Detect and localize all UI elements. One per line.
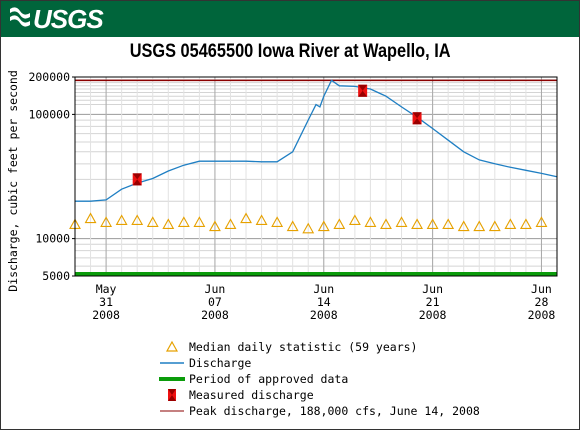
y-axis-label: Discharge, cubic feet per second bbox=[6, 70, 20, 292]
measured-marker-top bbox=[358, 84, 368, 91]
legend-label: Measured discharge bbox=[189, 388, 314, 402]
legend-label: Discharge bbox=[189, 356, 252, 370]
measured-marker-bottom bbox=[412, 118, 422, 125]
measured-marker-top bbox=[132, 173, 142, 180]
measured-marker-top bbox=[412, 112, 422, 119]
median-marker bbox=[519, 218, 532, 230]
discharge-series bbox=[75, 79, 558, 202]
x-tick-label: 2008 bbox=[201, 308, 229, 322]
triangle-open-icon bbox=[165, 340, 179, 352]
red-bowtie-icon bbox=[168, 389, 176, 401]
median-marker bbox=[426, 218, 439, 230]
median-marker bbox=[271, 216, 284, 227]
discharge-line bbox=[75, 79, 558, 202]
median-marker bbox=[209, 220, 221, 232]
x-tick-label: 28 bbox=[535, 295, 549, 309]
median-marker bbox=[193, 216, 206, 227]
measured-marker-bottom bbox=[132, 179, 142, 186]
darkred-line-icon bbox=[160, 410, 184, 412]
legend-label: Period of approved data bbox=[189, 372, 349, 386]
y-tick-label: 5000 bbox=[42, 269, 70, 283]
measured-markers bbox=[132, 84, 422, 186]
green-bar-icon bbox=[159, 377, 185, 381]
median-marker bbox=[317, 220, 330, 232]
median-marker bbox=[302, 222, 315, 234]
usgs-logo-text: USGS bbox=[33, 4, 104, 34]
measured-marker-bottom bbox=[358, 90, 368, 97]
median-markers bbox=[69, 212, 548, 234]
median-marker bbox=[504, 218, 517, 230]
usgs-banner: USGS bbox=[1, 1, 579, 37]
grid-lines bbox=[74, 76, 558, 276]
x-tick-label: Jun bbox=[205, 282, 226, 296]
x-tick-label: 2008 bbox=[528, 308, 556, 322]
x-tick-label: Jun bbox=[422, 282, 443, 296]
legend-label: Peak discharge, 188,000 cfs, June 14, 20… bbox=[189, 404, 480, 418]
median-marker bbox=[255, 214, 268, 226]
measured-marker bbox=[412, 112, 422, 125]
y-tick-labels: 200000 100000 10000 5000 bbox=[28, 70, 75, 283]
median-marker bbox=[535, 216, 548, 227]
chart-title: USGS 05465500 Iowa River at Wapello, IA bbox=[129, 41, 451, 62]
legend-label: Median daily statistic (59 years) bbox=[189, 340, 418, 354]
x-tick-labels: May312008Jun072008Jun142008Jun212008Jun2… bbox=[92, 282, 555, 322]
median-marker bbox=[442, 218, 455, 230]
median-marker bbox=[240, 212, 252, 224]
median-marker bbox=[100, 216, 113, 227]
blue-line-icon bbox=[160, 362, 184, 364]
x-tick-label: 2008 bbox=[419, 308, 447, 322]
usgs-wave-logo-icon bbox=[10, 7, 30, 27]
median-marker bbox=[457, 220, 470, 232]
plot-frame bbox=[74, 76, 558, 277]
x-tick-label: 31 bbox=[99, 295, 113, 309]
x-tick-label: May bbox=[96, 282, 117, 296]
median-marker bbox=[348, 214, 361, 226]
x-tick-label: 2008 bbox=[310, 308, 338, 322]
median-marker bbox=[364, 216, 377, 227]
median-marker bbox=[177, 216, 190, 227]
y-tick-label: 200000 bbox=[28, 70, 70, 84]
median-marker bbox=[286, 220, 299, 232]
median-marker bbox=[115, 214, 128, 226]
x-tick-label: 21 bbox=[426, 295, 440, 309]
median-marker bbox=[411, 218, 423, 230]
median-marker bbox=[488, 220, 501, 232]
x-tick-label: Jun bbox=[531, 282, 552, 296]
median-marker bbox=[162, 218, 175, 230]
median-marker bbox=[333, 218, 346, 230]
median-marker bbox=[224, 218, 237, 230]
median-marker bbox=[84, 212, 97, 224]
median-marker bbox=[380, 218, 392, 230]
measured-marker bbox=[358, 84, 368, 97]
measured-marker bbox=[132, 173, 142, 186]
x-tick-label: Jun bbox=[313, 282, 334, 296]
y-tick-label: 100000 bbox=[28, 107, 70, 121]
median-marker bbox=[131, 214, 144, 226]
median-marker bbox=[395, 216, 408, 227]
x-tick-label: 14 bbox=[317, 295, 331, 309]
median-marker bbox=[146, 216, 159, 227]
x-tick-label: 07 bbox=[208, 295, 222, 309]
x-tick-label: 2008 bbox=[92, 308, 120, 322]
median-marker bbox=[473, 220, 486, 232]
y-tick-label: 10000 bbox=[35, 232, 70, 246]
